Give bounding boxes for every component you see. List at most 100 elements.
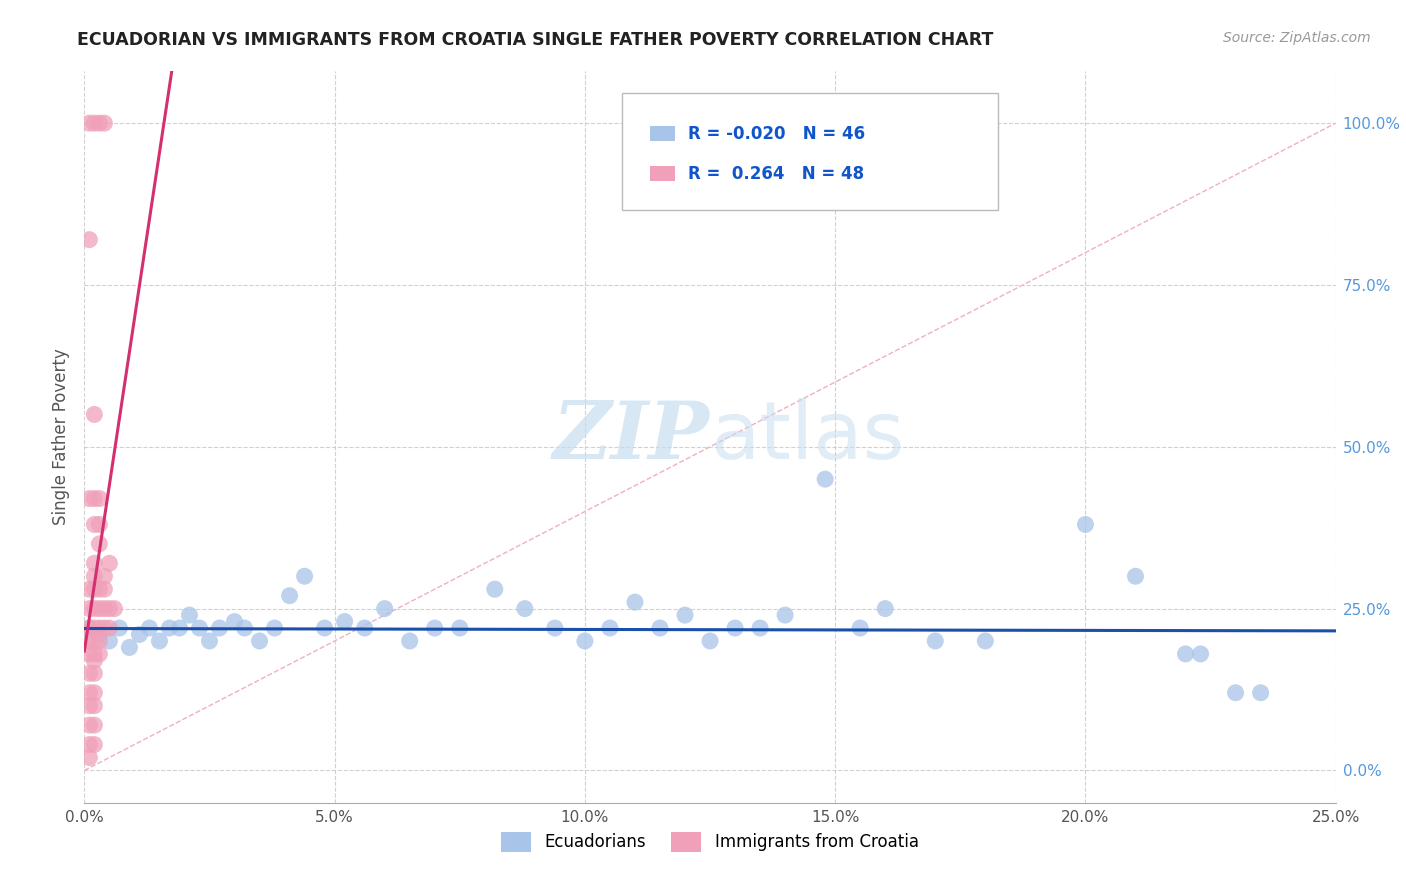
- Point: [333, 615, 356, 629]
- Point: [83, 621, 105, 635]
- Point: [89, 634, 111, 648]
- Point: [484, 582, 506, 597]
- Point: [224, 615, 246, 629]
- Point: [924, 634, 946, 648]
- Point: [724, 621, 747, 635]
- Point: [118, 640, 141, 655]
- Point: [89, 116, 111, 130]
- Point: [98, 621, 121, 635]
- Point: [98, 601, 121, 615]
- Point: [98, 634, 121, 648]
- Point: [83, 517, 105, 532]
- Legend: Ecuadorians, Immigrants from Croatia: Ecuadorians, Immigrants from Croatia: [494, 823, 927, 860]
- Point: [198, 634, 221, 648]
- Point: [1174, 647, 1197, 661]
- Point: [179, 608, 201, 623]
- Point: [875, 601, 897, 615]
- Point: [263, 621, 285, 635]
- Point: [1250, 686, 1272, 700]
- Point: [89, 621, 111, 635]
- Text: R =  0.264   N = 48: R = 0.264 N = 48: [688, 165, 863, 183]
- Point: [249, 634, 271, 648]
- Point: [79, 698, 101, 713]
- Point: [188, 621, 211, 635]
- Point: [128, 627, 150, 641]
- Point: [353, 621, 375, 635]
- Point: [79, 686, 101, 700]
- Point: [83, 686, 105, 700]
- Point: [974, 634, 997, 648]
- Point: [544, 621, 567, 635]
- Point: [89, 601, 111, 615]
- Point: [849, 621, 872, 635]
- Point: [93, 569, 115, 583]
- Point: [233, 621, 256, 635]
- FancyBboxPatch shape: [623, 94, 998, 211]
- Point: [83, 569, 105, 583]
- Point: [83, 647, 105, 661]
- Point: [83, 408, 105, 422]
- Point: [89, 647, 111, 661]
- Point: [79, 621, 101, 635]
- Point: [574, 634, 596, 648]
- Point: [374, 601, 396, 615]
- Point: [599, 621, 621, 635]
- Point: [449, 621, 471, 635]
- Text: R = -0.020   N = 46: R = -0.020 N = 46: [688, 125, 865, 143]
- Point: [83, 738, 105, 752]
- Point: [294, 569, 316, 583]
- Point: [138, 621, 160, 635]
- Point: [83, 698, 105, 713]
- Point: [314, 621, 336, 635]
- Point: [83, 601, 105, 615]
- Point: [773, 608, 796, 623]
- Point: [98, 557, 121, 571]
- Point: [89, 627, 111, 641]
- Point: [423, 621, 446, 635]
- Point: [398, 634, 420, 648]
- Y-axis label: Single Father Poverty: Single Father Poverty: [52, 349, 70, 525]
- Point: [208, 621, 231, 635]
- Text: Source: ZipAtlas.com: Source: ZipAtlas.com: [1223, 31, 1371, 45]
- Point: [648, 621, 671, 635]
- Point: [699, 634, 721, 648]
- Point: [814, 472, 837, 486]
- Point: [83, 116, 105, 130]
- Point: [79, 634, 101, 648]
- Point: [1125, 569, 1147, 583]
- Point: [83, 582, 105, 597]
- Point: [1225, 686, 1247, 700]
- Point: [624, 595, 647, 609]
- Point: [79, 582, 101, 597]
- Point: [79, 491, 101, 506]
- Point: [79, 750, 101, 764]
- Bar: [650, 126, 675, 141]
- Point: [83, 718, 105, 732]
- Point: [749, 621, 772, 635]
- Point: [79, 666, 101, 681]
- Bar: [650, 167, 675, 181]
- Point: [83, 557, 105, 571]
- Point: [89, 537, 111, 551]
- Point: [278, 589, 301, 603]
- Point: [79, 647, 101, 661]
- Point: [79, 738, 101, 752]
- Point: [83, 653, 105, 667]
- Point: [93, 116, 115, 130]
- Point: [1074, 517, 1097, 532]
- Point: [83, 491, 105, 506]
- Point: [93, 621, 115, 635]
- Point: [83, 666, 105, 681]
- Text: atlas: atlas: [710, 398, 904, 476]
- Point: [89, 517, 111, 532]
- Point: [169, 621, 191, 635]
- Point: [79, 718, 101, 732]
- Point: [79, 601, 101, 615]
- Text: ECUADORIAN VS IMMIGRANTS FROM CROATIA SINGLE FATHER POVERTY CORRELATION CHART: ECUADORIAN VS IMMIGRANTS FROM CROATIA SI…: [77, 31, 994, 49]
- Point: [83, 634, 105, 648]
- Point: [1189, 647, 1212, 661]
- Point: [93, 582, 115, 597]
- Point: [79, 233, 101, 247]
- Point: [148, 634, 170, 648]
- Point: [108, 621, 131, 635]
